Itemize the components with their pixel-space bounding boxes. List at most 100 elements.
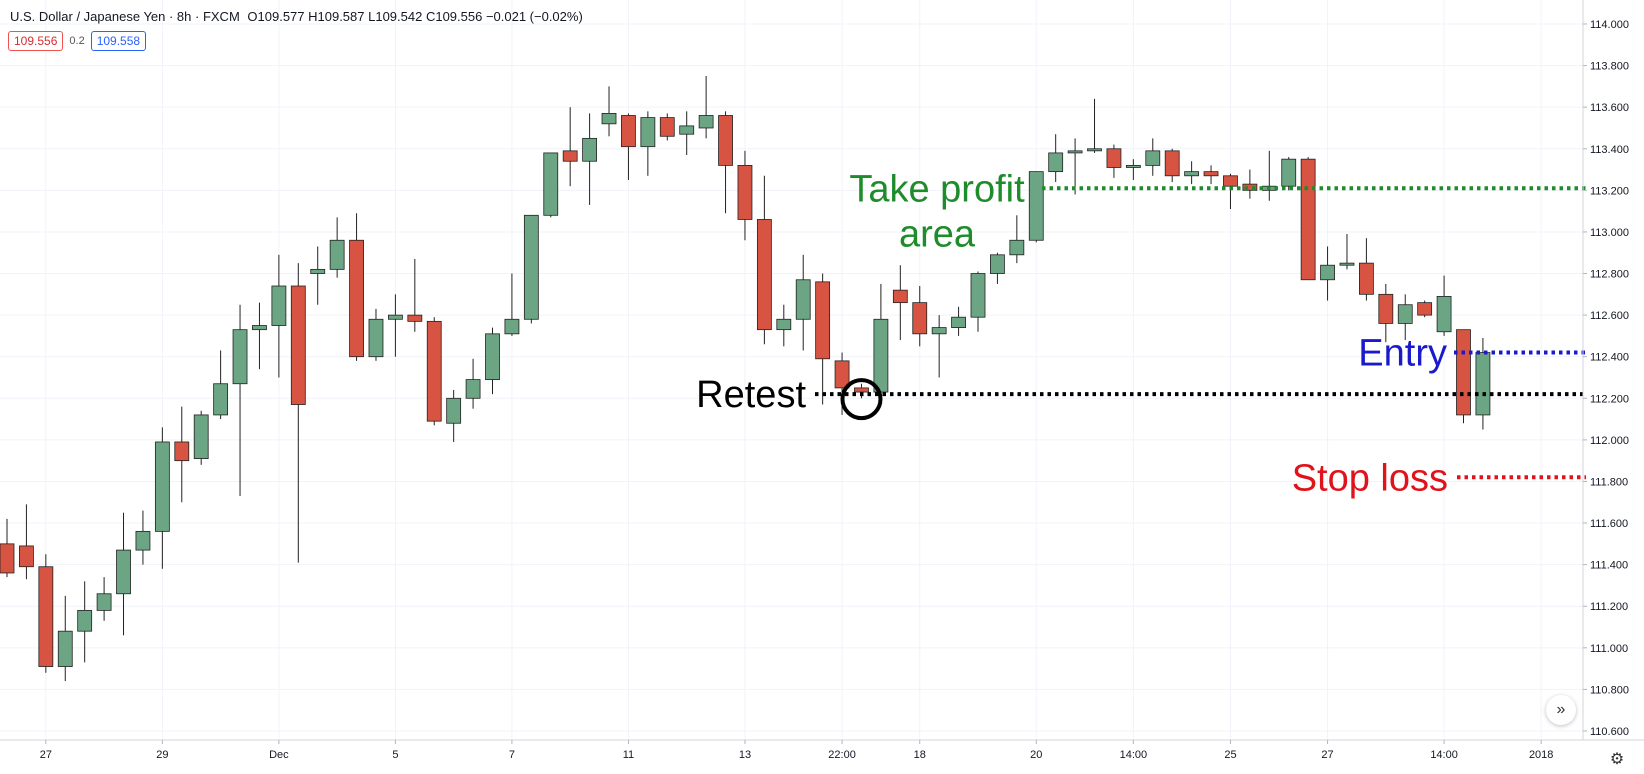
candle-body	[193, 414, 209, 459]
x-tick-label: 14:00	[1120, 749, 1148, 761]
buy-price-button[interactable]: 109.558	[90, 31, 147, 51]
chart-settings-button[interactable]: ⚙	[1608, 751, 1626, 769]
candle-body	[737, 164, 753, 220]
x-tick-label: 25	[1224, 749, 1236, 761]
candle-body	[1145, 150, 1161, 166]
candle-up	[154, 427, 170, 569]
candle-up	[57, 595, 73, 682]
scroll-to-realtime-button[interactable]: »	[1546, 695, 1576, 725]
candle-up	[1067, 138, 1083, 195]
candle-body	[1223, 175, 1238, 187]
candle-body	[19, 545, 34, 568]
candle-down	[562, 107, 578, 187]
candle-body	[96, 593, 112, 611]
y-tick-label: 113.000	[1590, 227, 1629, 239]
candle-body	[756, 219, 772, 331]
x-tick-label: 20	[1030, 749, 1042, 761]
candle-up	[310, 246, 326, 305]
candle-up	[951, 306, 966, 336]
x-tick-label: 2018	[1529, 749, 1553, 761]
candle-up	[193, 410, 209, 465]
price-axis[interactable]: 114.000 113.800 113.600 113.400 113.200 113.0…	[1583, 19, 1629, 738]
x-tick-label: 14:00	[1430, 749, 1458, 761]
y-tick-label: 110.800	[1590, 684, 1629, 696]
candle-down	[174, 406, 190, 503]
candle-body	[1125, 164, 1141, 168]
candle-body	[1359, 262, 1374, 295]
x-tick-label: 29	[156, 749, 168, 761]
candle-down	[892, 265, 908, 341]
candle-up	[1397, 294, 1413, 341]
candle-body	[446, 397, 462, 424]
candle-up	[1261, 150, 1277, 201]
candle-down	[19, 504, 34, 580]
y-tick-label: 113.200	[1590, 185, 1629, 197]
candle-body	[57, 630, 73, 667]
candle-up	[368, 308, 384, 361]
candle-body	[271, 285, 287, 326]
candle-body	[931, 327, 947, 335]
candle-body	[77, 609, 93, 632]
candle-down	[1359, 238, 1374, 301]
candle-up	[271, 254, 287, 378]
y-tick-label: 111.000	[1590, 643, 1628, 655]
candle-down	[737, 150, 753, 241]
candle-up	[795, 254, 811, 351]
candle-up	[96, 577, 112, 621]
candle-body	[698, 115, 714, 129]
candle-down	[1223, 173, 1238, 210]
candle-up	[970, 271, 986, 332]
candle-body	[38, 566, 54, 667]
candle-up	[543, 152, 559, 218]
candle-body	[252, 325, 267, 331]
stop-loss-label: Stop loss	[1292, 457, 1448, 499]
candle-body	[174, 441, 190, 462]
candle-down	[1456, 329, 1471, 424]
candle-body	[679, 125, 695, 135]
candle-body	[718, 115, 733, 166]
candle-body	[1087, 148, 1102, 152]
y-tick-label: 111.200	[1590, 601, 1628, 613]
candle-down	[718, 111, 733, 214]
y-tick-label: 111.600	[1590, 518, 1628, 530]
candle-up	[77, 581, 93, 663]
x-tick-label: 22:00	[828, 749, 856, 761]
candle-body	[1164, 150, 1180, 177]
y-tick-label: 110.600	[1590, 726, 1629, 738]
candle-body	[1028, 171, 1044, 241]
candle-up	[523, 214, 539, 324]
x-tick-label: 18	[914, 749, 926, 761]
candle-body	[1378, 293, 1394, 324]
candle-up	[1028, 171, 1044, 243]
candle-body	[873, 318, 889, 393]
candle-body	[310, 268, 326, 274]
candle-body	[232, 329, 248, 385]
candle-down	[621, 113, 636, 180]
candle-body	[543, 152, 559, 216]
candle-down	[756, 175, 772, 345]
candle-body	[1456, 329, 1471, 416]
candle-up	[931, 315, 947, 378]
gear-icon: ⚙	[1609, 751, 1625, 768]
spread-value: 0.2	[69, 35, 85, 47]
candle-body	[795, 279, 811, 320]
candle-body	[0, 543, 15, 574]
candle-up	[232, 304, 248, 497]
symbol-title[interactable]: U.S. Dollar / Japanese Yen · 8h · FXCM	[10, 9, 240, 24]
take-profit-label-line2: area	[899, 213, 976, 255]
candle-up	[776, 304, 792, 347]
candle-body	[368, 318, 384, 358]
candle-down	[1164, 148, 1180, 183]
candle-body	[854, 387, 869, 393]
time-axis[interactable]: 27 29 Dec 5 7 11 13 22:00 18 20 14:00 25 27 14:00 2018	[40, 740, 1554, 761]
candle-up	[485, 327, 500, 395]
candle-down	[1242, 169, 1258, 199]
candle-body	[582, 137, 597, 162]
candle-body	[387, 314, 403, 320]
sell-price-button[interactable]: 109.556	[8, 31, 64, 51]
x-tick-label: 11	[623, 749, 634, 761]
candle-body	[523, 214, 539, 320]
candle-up	[1475, 337, 1491, 430]
